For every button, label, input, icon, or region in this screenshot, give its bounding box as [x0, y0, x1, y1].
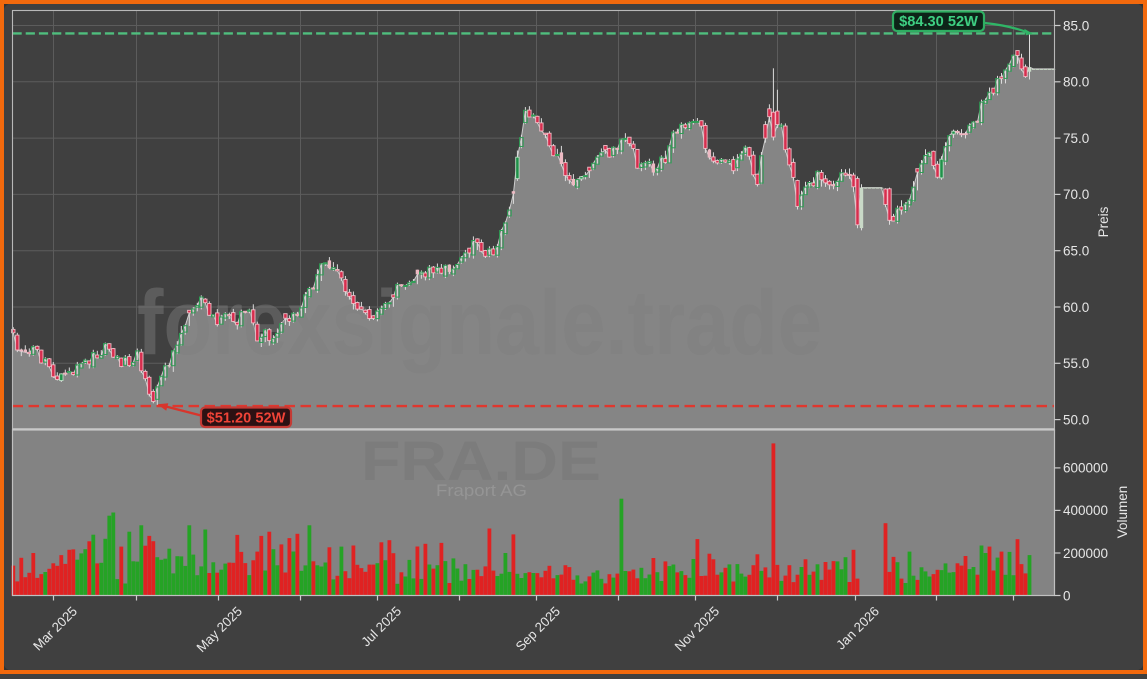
svg-text:FRA.DE: FRA.DE	[361, 429, 601, 492]
svg-text:65.0: 65.0	[1063, 244, 1089, 259]
svg-text:$51.20 52W: $51.20 52W	[207, 411, 286, 427]
svg-text:Volumen: Volumen	[1115, 486, 1130, 539]
svg-text:$84.30 52W: $84.30 52W	[899, 14, 978, 30]
svg-text:70.0: 70.0	[1063, 187, 1089, 202]
svg-text:Preis: Preis	[1096, 206, 1111, 237]
svg-text:80.0: 80.0	[1063, 75, 1089, 90]
svg-text:200000: 200000	[1063, 546, 1108, 561]
svg-text:75.0: 75.0	[1063, 131, 1089, 146]
svg-text:400000: 400000	[1063, 503, 1108, 518]
svg-text:85.0: 85.0	[1063, 18, 1089, 33]
svg-text:Fraport AG: Fraport AG	[436, 481, 527, 500]
svg-text:0: 0	[1063, 588, 1071, 603]
svg-text:50.0: 50.0	[1063, 412, 1089, 427]
svg-text:600000: 600000	[1063, 461, 1108, 476]
svg-text:60.0: 60.0	[1063, 300, 1089, 315]
svg-text:55.0: 55.0	[1063, 356, 1089, 371]
